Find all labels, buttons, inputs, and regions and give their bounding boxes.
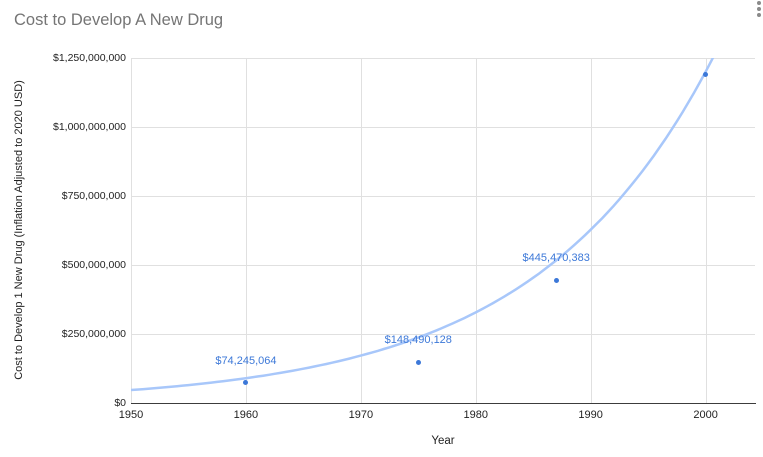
x-axis-line xyxy=(131,403,756,404)
x-tick-label: 2000 xyxy=(693,409,718,421)
x-axis-title: Year xyxy=(431,435,455,447)
gridline-horizontal xyxy=(131,58,755,59)
gridline-horizontal xyxy=(131,265,755,266)
y-tick-label: $1,000,000,000 xyxy=(53,120,126,133)
data-point[interactable] xyxy=(703,72,709,78)
gridline-vertical xyxy=(475,58,477,403)
kebab-menu-icon[interactable] xyxy=(754,1,763,19)
data-point-label: $445,470,383 xyxy=(522,252,590,265)
y-tick-label: $250,000,000 xyxy=(61,327,126,340)
data-point-label: $148,490,128 xyxy=(384,334,452,347)
kebab-dot xyxy=(757,13,761,17)
trendline[interactable] xyxy=(131,58,755,392)
data-point-label: $74,245,064 xyxy=(215,354,277,367)
data-point[interactable] xyxy=(415,359,421,365)
x-tick-label: 1960 xyxy=(233,409,259,421)
data-point[interactable] xyxy=(553,277,559,283)
y-tick-label: $750,000,000 xyxy=(61,189,126,202)
gridline-vertical xyxy=(360,58,362,403)
data-point[interactable] xyxy=(243,380,249,385)
y-tick-label: $0 xyxy=(114,396,126,409)
gridline-vertical xyxy=(705,58,707,403)
chart-title: Cost to Develop A New Drug xyxy=(14,11,224,29)
kebab-dot xyxy=(757,7,761,11)
gridline-vertical xyxy=(131,58,132,403)
gridline-horizontal xyxy=(131,334,755,335)
y-tick-label: $500,000,000 xyxy=(61,258,126,271)
plot-area xyxy=(131,58,755,403)
x-tick-label: 1970 xyxy=(348,409,374,421)
x-tick-label: 1990 xyxy=(578,409,603,421)
gridline-vertical xyxy=(245,58,247,403)
x-tick-label: 1980 xyxy=(463,409,488,421)
kebab-dot xyxy=(757,1,761,5)
x-tick-label: 1950 xyxy=(118,409,144,421)
y-tick-label: $1,250,000,000 xyxy=(53,51,126,64)
gridline-horizontal xyxy=(131,127,755,128)
gridline-horizontal xyxy=(131,196,755,197)
